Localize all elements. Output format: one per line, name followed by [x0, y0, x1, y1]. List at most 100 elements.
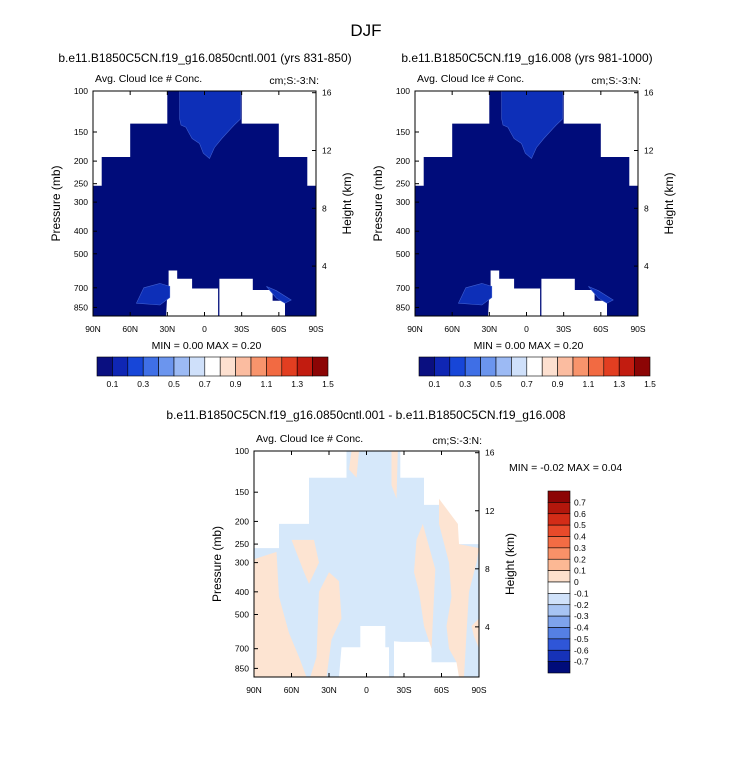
x-tick-label: 90N: [246, 685, 262, 695]
colorbar-swatch: [96, 356, 113, 377]
field-region-negative: [254, 451, 479, 677]
colorbar-label: -0.7: [574, 657, 589, 667]
y2-tick-label: 16: [322, 88, 332, 98]
y-tick-label: 200: [74, 156, 88, 166]
colorbar-swatch: [235, 356, 252, 377]
colorbar-label: 1.5: [322, 379, 334, 389]
field-region-low: [415, 91, 638, 316]
colorbar-label: 0.7: [521, 379, 533, 389]
colorbar-label: 1.3: [613, 379, 625, 389]
field-region-blob: [266, 286, 292, 304]
field-region-positive: [349, 451, 359, 478]
y2-tick-label: 8: [644, 203, 649, 213]
field-region-blob: [135, 283, 171, 306]
y-axis-label: Pressure (mb): [371, 165, 385, 241]
field-region-positive: [471, 618, 479, 649]
y-tick-label: 300: [396, 197, 410, 207]
colorbar-swatch: [495, 356, 512, 377]
colorbar-swatch: [547, 661, 571, 674]
x-tick-label: 0: [364, 685, 369, 695]
chart-panel-2: b.e11.B1850C5CN.f19_g16.008 (yrs 981-100…: [371, 51, 676, 389]
field-region-positive: [391, 451, 398, 499]
colorbar-swatch: [547, 638, 571, 651]
colorbar-swatch: [547, 581, 571, 594]
colorbar-label: 0.5: [490, 379, 502, 389]
colorbar-swatch: [204, 356, 221, 377]
colorbar-label: 0.3: [574, 543, 586, 553]
y-tick-label: 500: [74, 249, 88, 259]
x-tick-label: 30N: [482, 324, 498, 334]
y-tick-label: 300: [235, 558, 249, 568]
y-tick-label: 200: [235, 516, 249, 526]
chart-panel-1: b.e11.B1850C5CN.f19_g16.0850cntl.001 (yr…: [49, 51, 354, 389]
field-region-high: [501, 91, 563, 159]
colorbar-label: -0.2: [574, 600, 589, 610]
x-tick-label: 0: [524, 324, 529, 334]
colorbar-label: 0.7: [574, 497, 586, 507]
colorbar-label: 0.7: [199, 379, 211, 389]
colorbar-swatch: [434, 356, 451, 377]
colorbar-label: -0.3: [574, 611, 589, 621]
colorbar-swatch: [511, 356, 528, 377]
colorbar-swatch: [173, 356, 190, 377]
x-tick-label: 60N: [444, 324, 460, 334]
colorbar-swatch: [547, 524, 571, 537]
y2-axis-label: Height (km): [503, 533, 517, 595]
colorbar-swatch: [449, 356, 466, 377]
x-tick-label: 30S: [556, 324, 571, 334]
y2-tick-label: 16: [644, 88, 654, 98]
panel-subtitle-right: cm;S:-3:N:: [591, 75, 641, 87]
field-region-positive: [414, 523, 436, 649]
y-tick-label: 150: [235, 487, 249, 497]
colorbar-swatch: [541, 356, 558, 377]
stats-label: MIN = 0.00 MAX = 0.20: [152, 340, 262, 352]
y-tick-label: 850: [396, 302, 410, 312]
y2-tick-label: 8: [322, 203, 327, 213]
colorbar-swatch: [142, 356, 159, 377]
colorbar-label: 1.5: [644, 379, 656, 389]
colorbar-swatch: [588, 356, 605, 377]
colorbar-swatch: [418, 356, 435, 377]
y2-tick-label: 12: [485, 506, 495, 516]
colorbar-swatch: [547, 547, 571, 560]
y-axis-label: Pressure (mb): [49, 165, 63, 241]
colorbar-swatch: [547, 536, 571, 549]
colorbar-swatch: [547, 627, 571, 640]
y-tick-label: 250: [235, 539, 249, 549]
y-tick-label: 400: [396, 226, 410, 236]
y-tick-label: 250: [396, 179, 410, 189]
x-tick-label: 60S: [434, 685, 449, 695]
colorbar-label: 0.3: [137, 379, 149, 389]
colorbar-label: 1.1: [260, 379, 272, 389]
x-tick-label: 0: [202, 324, 207, 334]
y-tick-label: 400: [235, 587, 249, 597]
y-tick-label: 250: [74, 179, 88, 189]
x-tick-label: 90S: [471, 685, 486, 695]
colorbar-swatch: [634, 356, 651, 377]
plot-field: [93, 91, 316, 316]
stats-label: MIN = 0.00 MAX = 0.20: [474, 340, 584, 352]
colorbar-label: -0.5: [574, 634, 589, 644]
colorbar-label: 0.5: [168, 379, 180, 389]
colorbar-swatch: [127, 356, 144, 377]
y-tick-label: 100: [74, 86, 88, 96]
y-tick-label: 150: [396, 127, 410, 137]
y-tick-label: 700: [235, 644, 249, 654]
colorbar-label: 0.5: [574, 520, 586, 530]
y-tick-label: 300: [74, 197, 88, 207]
colorbar-swatch: [266, 356, 283, 377]
x-tick-label: 60S: [271, 324, 286, 334]
colorbar-label: 1.1: [582, 379, 594, 389]
x-tick-label: 30N: [160, 324, 176, 334]
colorbar-swatch: [296, 356, 313, 377]
colorbar-label: 0.2: [574, 554, 586, 564]
stats-label: MIN = -0.02 MAX = 0.04: [509, 462, 622, 474]
panel-title: b.e11.B1850C5CN.f19_g16.0850cntl.001 - b…: [166, 408, 566, 422]
colorbar-swatch: [618, 356, 635, 377]
y-tick-label: 700: [74, 283, 88, 293]
colorbar-label: 0.1: [428, 379, 440, 389]
x-tick-label: 60N: [284, 685, 300, 695]
y-tick-label: 500: [235, 610, 249, 620]
x-tick-label: 60N: [122, 324, 138, 334]
colorbar-label: 0.6: [574, 509, 586, 519]
